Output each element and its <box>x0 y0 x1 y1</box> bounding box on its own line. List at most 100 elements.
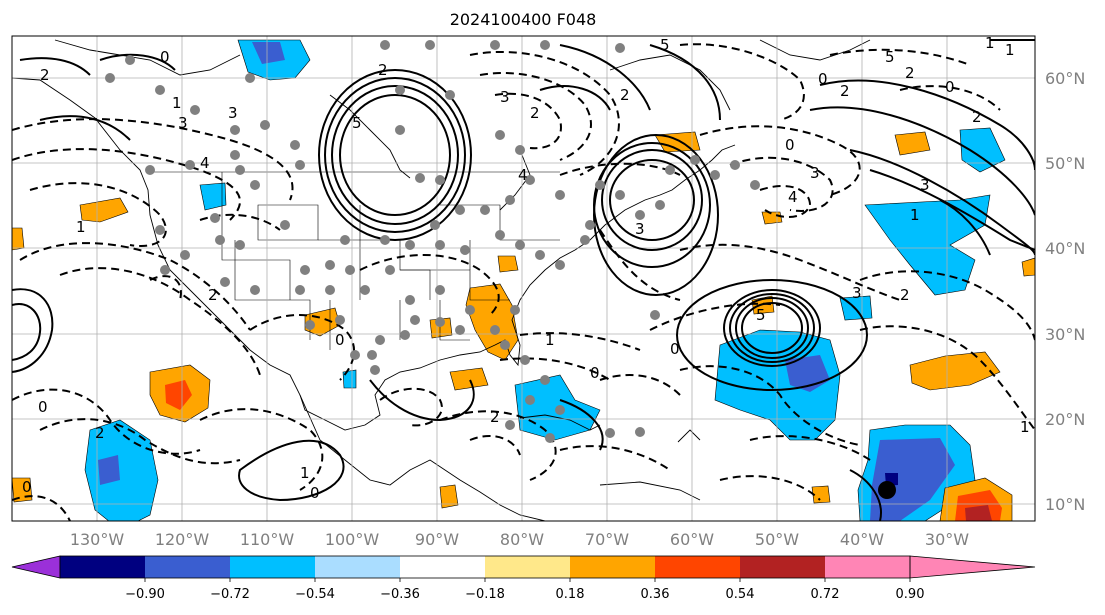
colorbar-extend-low <box>11 555 61 579</box>
shade-region <box>165 380 192 410</box>
lon-label: 130°W <box>70 530 125 549</box>
contour-label: 1 <box>545 331 555 349</box>
shade-region <box>761 211 783 225</box>
contour-label: 3 <box>810 164 820 182</box>
colorbar-bin <box>400 556 485 578</box>
station-markers <box>105 40 760 443</box>
colorbar-ticks <box>144 578 911 582</box>
contour-ring <box>593 134 719 296</box>
positive-anomaly-shading <box>12 131 1035 521</box>
contour-label: 4 <box>200 154 210 172</box>
shade-region <box>79 197 129 223</box>
colorbar-label: −0.18 <box>465 587 505 602</box>
storm-center-marker <box>878 481 896 499</box>
contour-label: 5 <box>660 36 670 54</box>
colorbar-label: 0.18 <box>556 587 585 602</box>
contour-ring <box>601 149 703 251</box>
map-frame <box>11 35 1036 522</box>
colorbar-label: −0.72 <box>210 587 250 602</box>
contour-label: 1 <box>300 464 310 482</box>
shade-region <box>870 438 955 521</box>
colorbar-label: 0.72 <box>811 587 840 602</box>
colorbar-bin <box>740 556 825 578</box>
shade-region <box>497 255 519 273</box>
contour-label: 2 <box>530 104 540 122</box>
contour-label: 2 <box>620 86 630 104</box>
contour-label: 0 <box>945 78 955 96</box>
contour-label: 2 <box>40 66 50 84</box>
lat-label: 50°N <box>1045 154 1085 173</box>
contour-ring <box>331 85 459 225</box>
contour-ring <box>609 159 695 241</box>
contour-label: 3 <box>178 114 188 132</box>
contour-label: 1 <box>1005 41 1015 59</box>
lat-label: 40°N <box>1045 239 1085 258</box>
shade-region <box>864 194 991 296</box>
contour-label: 2 <box>972 108 982 126</box>
contour-ring <box>741 302 803 354</box>
contour-label: 2 <box>490 408 500 426</box>
contour-label: 5 <box>756 306 766 324</box>
colorbar-bin <box>825 556 910 578</box>
shade-region <box>449 367 489 391</box>
contour-label: 0 <box>590 364 600 382</box>
contour-label: 4 <box>788 188 798 206</box>
lon-label: 50°W <box>755 530 799 549</box>
lon-label: 30°W <box>925 530 969 549</box>
map-panel: 0 0 2 1 3 3 4 5 2 1 4 3 2 0 5 2 1 0 4 3 <box>11 34 1036 522</box>
contour-label: 2 <box>840 82 850 100</box>
colorbar-bin <box>570 556 655 578</box>
colorbar-bin <box>655 556 740 578</box>
colorbar-bin <box>485 556 570 578</box>
colorbar-label: 0.36 <box>641 587 670 602</box>
shade-region <box>965 505 992 521</box>
contour-label: 1 <box>76 218 86 236</box>
contour-label: 0 <box>818 70 828 88</box>
shade-region <box>909 351 1001 391</box>
contour-ring <box>676 279 868 391</box>
colorbar: −0.90 −0.72 −0.54 −0.36 −0.18 0.18 0.36 … <box>11 555 1036 602</box>
contour-label: 5 <box>885 48 895 66</box>
contour-label: 0 <box>335 331 345 349</box>
contour-label: 3 <box>852 284 862 302</box>
contour-label: 1 <box>985 34 995 52</box>
lon-label: 100°W <box>325 530 380 549</box>
contour-label: 0 <box>160 48 170 66</box>
lon-label: 40°W <box>840 530 884 549</box>
contour-label: 1 <box>1020 418 1030 436</box>
lon-label: 90°W <box>415 530 459 549</box>
colorbar-label: −0.90 <box>125 587 165 602</box>
contour-label: 2 <box>900 286 910 304</box>
contour-ring <box>735 297 809 359</box>
colorbar-bin <box>230 556 315 578</box>
shade-region <box>199 182 227 211</box>
contour-label: 1 <box>910 206 920 224</box>
latitude-axis: 60°N 50°N 40°N 30°N 20°N 10°N <box>1045 69 1085 514</box>
coastlines <box>12 39 871 521</box>
contour-label: 3 <box>500 88 510 106</box>
lat-label: 60°N <box>1045 69 1085 88</box>
contour-label: 0 <box>670 340 680 358</box>
shade-region <box>342 369 357 389</box>
lon-label: 60°W <box>670 530 714 549</box>
contour-label: 0 <box>38 398 48 416</box>
contour-label: 5 <box>352 114 362 132</box>
contour-label: 2 <box>378 61 388 79</box>
contour-ring <box>318 69 472 241</box>
lon-label: 70°W <box>585 530 629 549</box>
graticule <box>12 36 1035 521</box>
contour-label: 0 <box>22 478 32 496</box>
colorbar-label: 0.90 <box>896 587 925 602</box>
contour-ring <box>324 77 466 233</box>
contour-label: 0 <box>310 484 320 502</box>
lat-label: 20°N <box>1045 410 1085 429</box>
figure-title: 2024100400 F048 <box>450 10 597 29</box>
colorbar-label: −0.54 <box>295 587 335 602</box>
shade-region <box>439 484 459 509</box>
contour-ring <box>723 289 821 367</box>
lat-label: 30°N <box>1045 325 1085 344</box>
shade-region <box>98 455 120 485</box>
shade-region <box>252 42 285 64</box>
contour-label: 0 <box>785 136 795 154</box>
shade-region <box>811 485 831 504</box>
